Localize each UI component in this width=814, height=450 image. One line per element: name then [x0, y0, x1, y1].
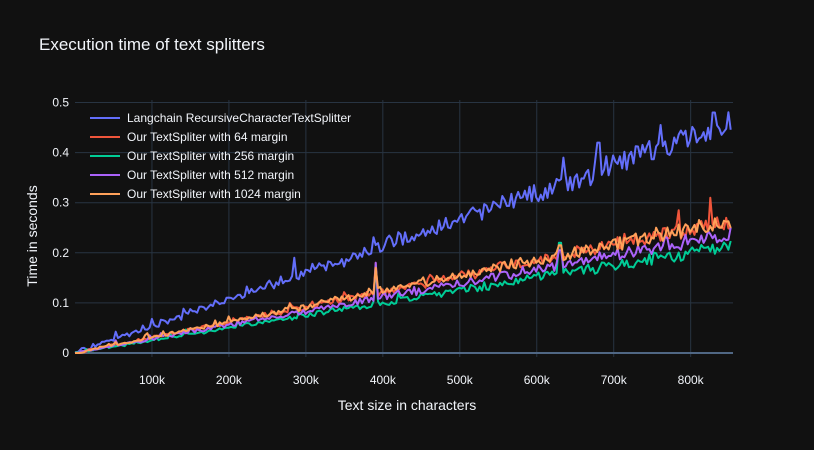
- series-line-4: [74, 227, 732, 354]
- series-line-5: [75, 217, 732, 354]
- y-tick-label: 0.5: [52, 96, 69, 110]
- legend-label: Our TextSpliter with 256 margin: [127, 149, 294, 163]
- legend-label: Our TextSpliter with 512 margin: [127, 168, 294, 182]
- x-tick-label: 400k: [370, 373, 397, 387]
- x-tick-label: 300k: [293, 373, 320, 387]
- series-lines: [74, 111, 732, 354]
- y-tick-label: 0.2: [52, 246, 69, 260]
- x-tick-label: 500k: [447, 373, 474, 387]
- legend-label: Our TextSpliter with 64 margin: [127, 130, 288, 144]
- y-axis-title: Time in seconds: [24, 185, 40, 286]
- y-tick-label: 0: [62, 346, 69, 360]
- y-tick-label: 0.4: [52, 146, 69, 160]
- legend-label: Langchain RecursiveCharacterTextSplitter: [127, 111, 351, 125]
- legend-item[interactable]: Our TextSpliter with 1024 margin: [90, 187, 301, 201]
- legend-item[interactable]: Our TextSpliter with 64 margin: [90, 130, 288, 144]
- x-tick-label: 200k: [216, 373, 243, 387]
- y-tick-label: 0.1: [52, 296, 69, 310]
- series-line-1: [74, 111, 732, 354]
- x-tick-label: 700k: [601, 373, 628, 387]
- x-tick-label: 800k: [678, 373, 705, 387]
- x-tick-label: 100k: [139, 373, 166, 387]
- legend-item[interactable]: Langchain RecursiveCharacterTextSplitter: [90, 111, 351, 125]
- y-tick-label: 0.3: [52, 196, 69, 210]
- legend-item[interactable]: Our TextSpliter with 512 margin: [90, 168, 294, 182]
- legend[interactable]: Langchain RecursiveCharacterTextSplitter…: [90, 111, 351, 201]
- grid: [75, 100, 733, 357]
- x-axis-title: Text size in characters: [338, 397, 477, 413]
- legend-label: Our TextSpliter with 1024 margin: [127, 187, 301, 201]
- axes: 100k 200k 300k 400k 500k 600k 700k 800k 0 0.1 0.2 0…: [52, 96, 704, 387]
- chart-title: Execution time of text splitters: [39, 35, 265, 54]
- legend-item[interactable]: Our TextSpliter with 256 margin: [90, 149, 294, 163]
- x-tick-label: 600k: [524, 373, 551, 387]
